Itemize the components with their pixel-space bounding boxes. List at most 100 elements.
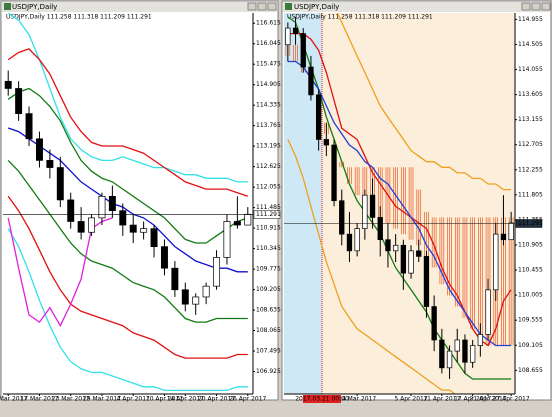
y-tick-label: 108.635 — [256, 307, 281, 314]
indicator-line — [287, 32, 512, 347]
y-tick-label: 114.505 — [518, 41, 543, 48]
candle-body — [98, 195, 106, 219]
candle-body — [308, 66, 314, 96]
x-tick-label: 27 Apr 2017 — [493, 396, 530, 403]
right-window-buttons[interactable] — [521, 2, 551, 11]
left-window-buttons[interactable] — [247, 2, 277, 11]
plot — [284, 13, 515, 394]
candle-body — [202, 285, 210, 298]
candle-body — [485, 289, 491, 335]
left-header: USDJPY,Daily 111.258 111.318 111.209 111… — [6, 14, 152, 21]
maximize-button[interactable] — [257, 2, 267, 11]
candle-body — [292, 27, 299, 34]
x-tick-label: 4 Apr 2017 — [117, 396, 150, 403]
x-tick-label: 23 Mar 2017 — [52, 396, 90, 403]
candle-body — [140, 228, 148, 233]
indicator-line — [7, 48, 249, 197]
y-tick-label: 113.765 — [256, 122, 281, 129]
minimize-button[interactable] — [521, 2, 531, 11]
right-header: USDJPY,Daily 111.258 111.318 111.209 111… — [287, 14, 433, 21]
indicator-line — [287, 60, 512, 347]
candle-body — [46, 160, 54, 168]
candle-body — [385, 239, 391, 252]
y-tick-label: 108.655 — [518, 367, 543, 374]
candle-body — [454, 339, 460, 352]
candle-body — [285, 27, 291, 46]
x-tick-label: 5 Apr 2017 — [394, 396, 427, 403]
close-button[interactable] — [267, 2, 277, 11]
x-tick-label: 14 Apr 2017 — [167, 396, 204, 403]
right-title-bar — [283, 2, 550, 12]
candle-body — [119, 210, 127, 226]
maximize-button[interactable] — [531, 2, 541, 11]
candle-body — [108, 195, 116, 212]
y-tick-label: 110.345 — [256, 245, 281, 252]
x-tick-label: 20 Apr 2017 — [198, 396, 235, 403]
candle-body — [88, 217, 96, 233]
candle-body — [213, 257, 221, 287]
y-tick-label: 116.045 — [256, 40, 281, 47]
y-tick-label: 113.155 — [518, 116, 543, 123]
y-tick-label: 116.615 — [256, 20, 281, 27]
candle-body — [244, 213, 252, 226]
left-window-title: USDJPY,Daily — [12, 3, 57, 11]
y-tick-label: 115.475 — [256, 61, 281, 68]
y-tick-label: 112.055 — [256, 184, 281, 191]
right-window-title: USDJPY,Daily — [294, 3, 339, 11]
close-button[interactable] — [541, 2, 551, 11]
candle-body — [150, 228, 158, 247]
x-tick-label: 11 Apr 2017 — [423, 396, 460, 403]
window-icon — [285, 3, 292, 10]
candle-body — [160, 246, 168, 269]
last-price-label: 111.291 — [518, 220, 543, 227]
candle-body — [77, 221, 85, 233]
candle-body — [469, 345, 476, 363]
candle-body — [171, 267, 179, 291]
x-tick-label: 17 Mar 2017 — [20, 396, 58, 403]
y-tick-label: 110.455 — [518, 267, 543, 274]
candle-body — [493, 233, 499, 291]
x-tick-label: 26 Apr 2017 — [229, 396, 266, 403]
y-tick-label: 109.205 — [256, 286, 281, 293]
right-history-shade — [284, 13, 322, 394]
tab-bar — [0, 402, 552, 417]
candle-body — [67, 199, 75, 222]
x-tick-label: 29 Mar 2017 — [83, 396, 121, 403]
x-tick-label: 13 Mar 2017 — [0, 396, 27, 403]
candle-body — [392, 244, 399, 252]
indicator-line — [7, 195, 248, 359]
candle-body — [233, 221, 241, 226]
candle-body — [354, 228, 360, 252]
candle-body — [500, 233, 507, 241]
candle-body — [15, 88, 23, 114]
indicator-line — [7, 228, 248, 392]
candle-body — [339, 200, 345, 235]
y-tick-label: 109.105 — [518, 342, 543, 349]
left-title-bar — [2, 2, 277, 12]
y-tick-label: 111.485 — [256, 204, 281, 211]
candle-body — [431, 306, 437, 341]
indicator-line — [287, 16, 512, 380]
candle-body — [192, 296, 200, 305]
y-tick-label: 114.905 — [256, 81, 281, 88]
last-price-label: 111.291 — [256, 211, 281, 218]
indicator-line — [7, 159, 248, 323]
y-tick-label: 112.705 — [518, 141, 543, 148]
candle-body — [346, 233, 353, 252]
candle-body — [477, 334, 484, 346]
indicator-line — [336, 13, 512, 191]
y-tick-label: 109.555 — [518, 317, 543, 324]
indicator-line — [287, 139, 457, 394]
candle-body — [462, 339, 468, 363]
y-tick-label: 114.955 — [518, 16, 543, 23]
y-tick-label: 112.625 — [256, 163, 281, 170]
crosshair-label-box — [303, 395, 341, 403]
candle-body — [408, 250, 414, 274]
y-tick-label: 108.065 — [256, 327, 281, 334]
candle-body — [35, 138, 43, 161]
y-tick-label: 110.905 — [518, 241, 543, 248]
minimize-button[interactable] — [247, 2, 257, 11]
y-tick-label: 110.005 — [518, 292, 543, 299]
indicator-line — [7, 13, 248, 183]
